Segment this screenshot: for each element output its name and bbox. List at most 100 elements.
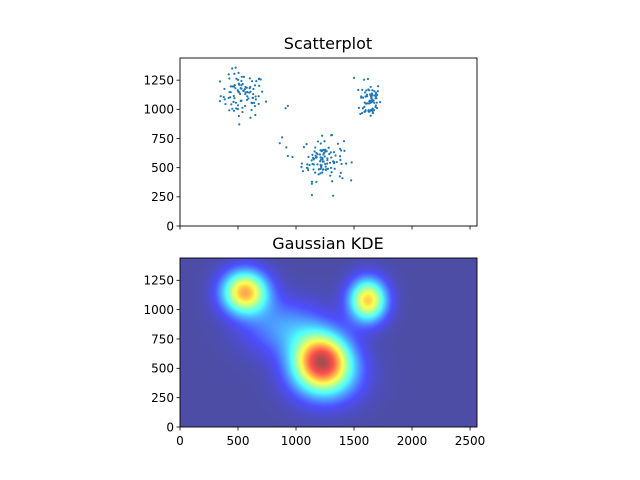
scatter-point	[326, 167, 330, 170]
kde-y-tick-label: 250	[151, 391, 174, 405]
scatter-point	[232, 100, 235, 103]
scatter-point	[314, 156, 318, 159]
scatter-point	[373, 94, 376, 97]
scatter-point	[244, 91, 247, 94]
scatter-point	[368, 93, 372, 96]
scatter-point	[252, 92, 255, 96]
scatter-point	[245, 98, 249, 101]
scatter-point	[373, 109, 376, 112]
kde-x-tick-label: 0	[176, 434, 184, 448]
scatterplot-title: Scatterplot	[284, 34, 372, 53]
scatter-point	[219, 95, 222, 98]
scatter-point	[363, 78, 366, 81]
scatter-point	[286, 154, 289, 158]
scatter-point	[228, 109, 231, 112]
scatter-point	[340, 162, 343, 165]
scatter-point	[365, 93, 368, 96]
scatter-point	[363, 91, 367, 94]
scatter-point	[253, 105, 257, 108]
scatter-point	[375, 97, 378, 100]
scatter-point	[365, 89, 368, 92]
scatter-point	[244, 93, 247, 96]
scatter-y-tick-label: 500	[151, 161, 174, 175]
scatter-point	[223, 98, 226, 101]
scatter-point	[328, 161, 332, 164]
scatter-point	[319, 167, 322, 170]
scatter-point	[264, 100, 268, 103]
scatter-point	[371, 100, 374, 103]
scatter-point	[332, 160, 335, 163]
scatter-point	[338, 155, 342, 158]
scatter-point	[340, 149, 343, 152]
scatter-point	[363, 105, 366, 108]
scatter-point	[254, 95, 257, 98]
scatter-point	[323, 140, 326, 143]
scatter-point	[324, 165, 327, 168]
scatter-point	[315, 151, 318, 155]
scatter-point	[310, 182, 313, 185]
scatter-point	[218, 80, 222, 83]
scatter-point	[343, 149, 346, 152]
scatter-point	[321, 168, 325, 171]
scatter-point	[254, 98, 257, 101]
kde-x-tick-label: 1500	[339, 434, 370, 448]
kde-x-tick-label: 1000	[281, 434, 312, 448]
kde-x-tick-label: 2500	[455, 434, 486, 448]
scatter-point	[379, 101, 382, 104]
scatter-point	[241, 110, 244, 114]
scatter-point	[330, 171, 333, 174]
scatter-point	[250, 101, 253, 105]
scatter-point	[371, 111, 374, 114]
scatter-point	[324, 162, 327, 166]
scatter-point	[364, 95, 367, 98]
scatter-point	[229, 96, 232, 99]
scatter-point	[329, 174, 332, 177]
scatter-point	[332, 151, 336, 154]
scatter-point	[326, 157, 329, 160]
scatter-point	[310, 159, 313, 162]
scatter-point	[339, 171, 342, 174]
scatter-point	[361, 96, 365, 99]
scatter-point	[361, 107, 364, 110]
scatter-point	[371, 98, 374, 101]
scatter-point	[248, 77, 251, 80]
scatter-point	[278, 142, 281, 145]
scatter-point	[244, 85, 247, 89]
scatter-point	[235, 77, 238, 80]
scatter-point	[229, 85, 232, 88]
scatter-point	[286, 104, 289, 107]
scatterplot-frame	[179, 57, 478, 227]
scatter-point	[249, 90, 252, 93]
scatter-point	[306, 163, 309, 166]
scatter-point	[308, 163, 311, 167]
scatter-point	[342, 140, 346, 143]
scatter-point	[231, 67, 234, 70]
scatter-point	[253, 101, 256, 104]
scatter-point	[317, 173, 320, 176]
scatter-point	[228, 90, 231, 94]
scatter-point	[319, 142, 322, 145]
scatter-point	[233, 97, 236, 100]
scatter-point	[352, 76, 356, 79]
scatter-point	[242, 75, 245, 78]
scatter-point	[369, 101, 372, 104]
scatter-point	[368, 110, 371, 113]
scatter-point	[222, 95, 225, 99]
scatter-point	[247, 97, 250, 100]
scatterplot-ticks: 0 250 500 750 1000 1250	[143, 73, 471, 233]
scatter-point	[377, 85, 380, 88]
scatter-point	[301, 170, 305, 173]
scatter-point	[233, 85, 236, 88]
kde-y-tick-label: 500	[151, 362, 174, 376]
scatter-point	[333, 167, 336, 170]
scatter-point	[231, 107, 234, 110]
scatter-point	[316, 140, 320, 143]
scatter-point	[249, 85, 252, 89]
scatter-point	[306, 167, 309, 170]
scatter-point	[227, 73, 230, 76]
kde-heatmap-container	[180, 258, 477, 427]
scatter-point	[373, 101, 376, 104]
scatter-point	[236, 104, 240, 107]
scatter-point	[291, 155, 294, 159]
